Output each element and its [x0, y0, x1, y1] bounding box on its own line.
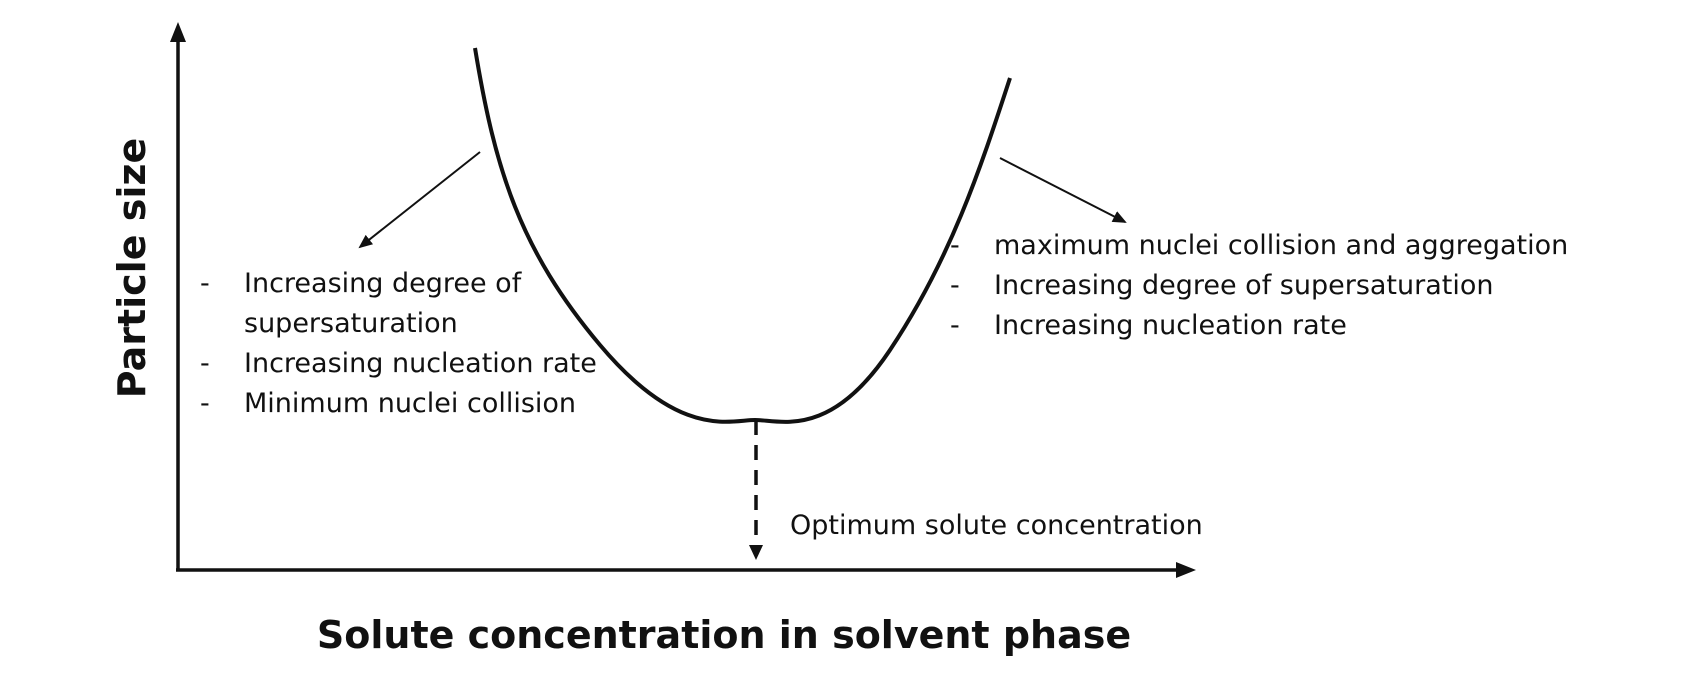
note-text: maximum nuclei collision and aggregation	[994, 230, 1569, 261]
x-axis-arrowhead	[1176, 562, 1196, 578]
note-text: Increasing nucleation rate	[244, 348, 597, 379]
note-text: supersaturation	[244, 308, 458, 339]
y-axis-arrowhead	[170, 22, 186, 42]
note-item: - Minimum nuclei collision	[200, 384, 597, 424]
optimum-label: Optimum solute concentration	[790, 510, 1203, 541]
left-annotation-arrow	[358, 151, 481, 249]
note-text: Increasing degree of supersaturation	[994, 270, 1494, 301]
note-bullet-dash: -	[950, 270, 960, 301]
note-bullet-dash: -	[950, 230, 960, 261]
note-bullet-dash: -	[950, 310, 960, 341]
y-axis-label: Particle size	[110, 138, 154, 399]
note-item: - Increasing degree of supersaturation	[950, 266, 1568, 306]
note-bullet-dash: -	[200, 348, 210, 379]
right-notes: - maximum nuclei collision and aggregatio…	[950, 226, 1568, 346]
note-text: Increasing degree of	[244, 268, 522, 299]
optimum-arrowhead	[749, 545, 763, 560]
note-text: Minimum nuclei collision	[244, 388, 577, 419]
left-notes: - Increasing degree of supersaturation - Inc…	[200, 264, 597, 424]
right-annotation-arrow	[999, 157, 1127, 223]
note-text: Increasing nucleation rate	[994, 310, 1347, 341]
note-item: - Increasing nucleation rate	[200, 344, 597, 384]
x-axis-label: Solute concentration in solvent phase	[317, 613, 1131, 657]
note-item: - Increasing degree of supersaturation	[200, 264, 597, 344]
note-item: - maximum nuclei collision and aggregatio…	[950, 226, 1568, 266]
note-bullet-dash: -	[200, 388, 210, 419]
left-notes-list: - Increasing degree of supersaturation - Inc…	[200, 264, 597, 424]
note-bullet-dash: -	[200, 268, 210, 299]
right-notes-list: - maximum nuclei collision and aggregatio…	[950, 226, 1568, 346]
note-item: - Increasing nucleation rate	[950, 306, 1568, 346]
